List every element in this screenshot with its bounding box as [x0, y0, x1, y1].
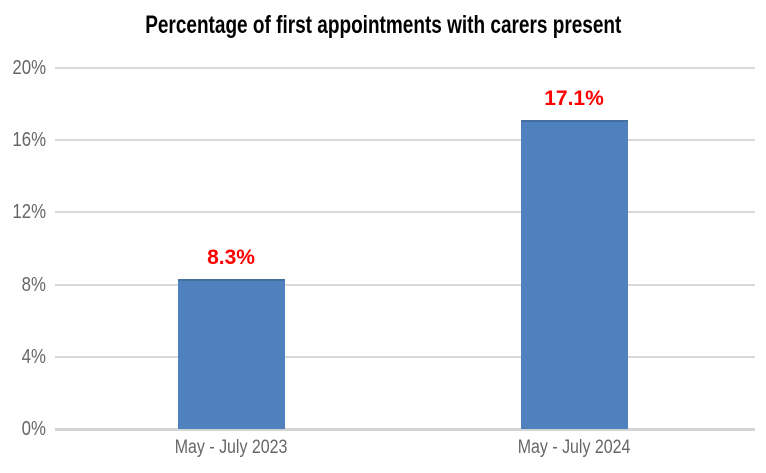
- y-tick-label: 16%: [0, 129, 46, 151]
- y-tick-label: 4%: [0, 346, 46, 368]
- x-category-label-text: May - July 2024: [517, 437, 631, 458]
- gridline: [55, 139, 755, 142]
- chart-title-text: Percentage of first appointments with ca…: [144, 11, 622, 39]
- gridline: [55, 67, 755, 69]
- y-tick-label-text: 16%: [12, 129, 46, 152]
- x-category-label-1: May - July 2023: [111, 437, 351, 459]
- gridline: [55, 355, 755, 358]
- data-label-1: 8.3%: [207, 246, 255, 269]
- y-tick-label-text: 0%: [21, 418, 46, 440]
- gridline: [55, 211, 755, 214]
- bar-1: [177, 279, 285, 429]
- y-tick-label: 20%: [0, 57, 46, 79]
- x-category-label-2: May - July 2024: [454, 437, 694, 459]
- gridline: [55, 283, 755, 286]
- y-tick-label: 8%: [0, 274, 46, 296]
- y-tick-label: 0%: [0, 418, 46, 440]
- y-tick-label-text: 12%: [12, 201, 46, 224]
- y-tick-label-text: 4%: [21, 345, 46, 368]
- data-label-2: 17.1%: [544, 87, 604, 110]
- plot-area: 0% 4% 8% 12% 16% 20% 8.3% 17.1%: [12, 57, 755, 440]
- y-tick-label-text: 8%: [21, 273, 46, 296]
- x-category-label-text: May - July 2023: [174, 437, 288, 458]
- chart-title: Percentage of first appointments with ca…: [0, 11, 766, 40]
- y-tick-label: 12%: [0, 201, 46, 223]
- x-axis-baseline: [55, 427, 755, 431]
- y-tick-label-text: 20%: [12, 57, 46, 79]
- bar-2: [520, 120, 628, 429]
